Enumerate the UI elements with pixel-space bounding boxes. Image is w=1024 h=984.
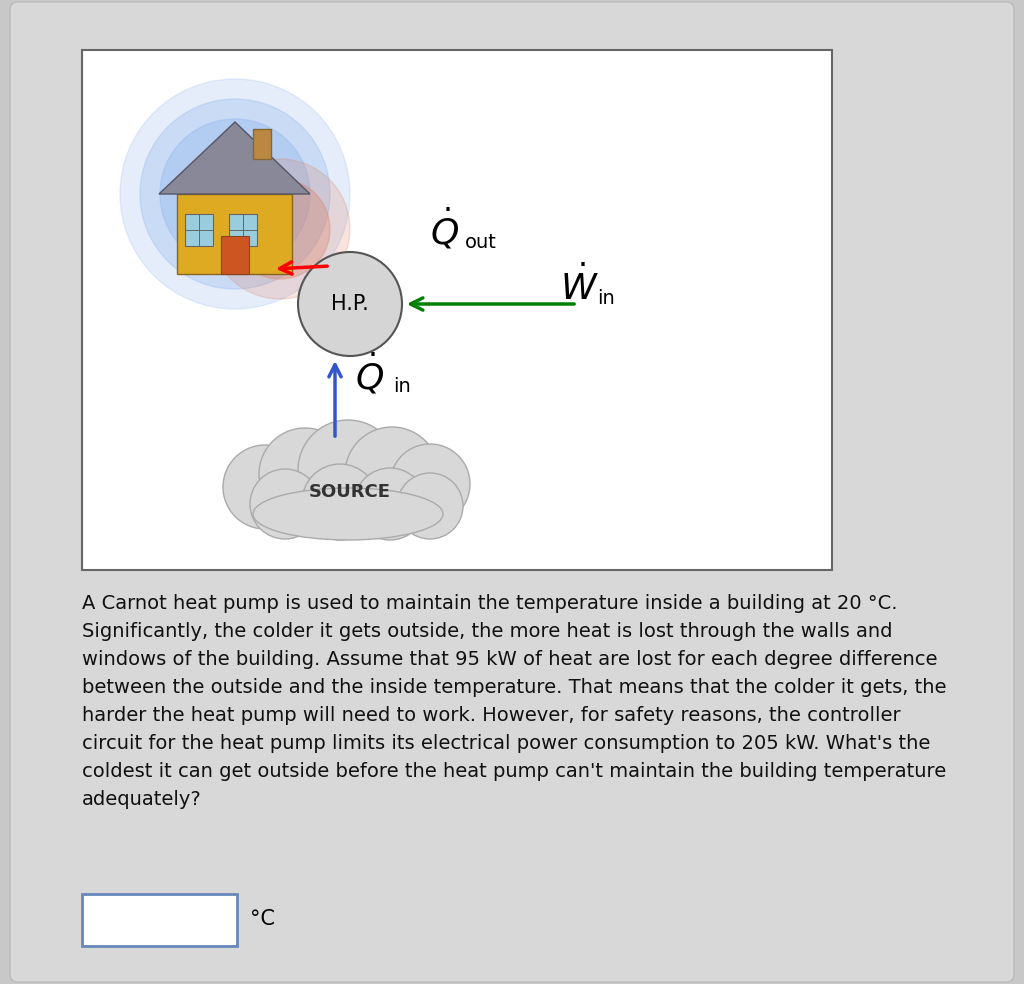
Circle shape: [302, 464, 378, 540]
Circle shape: [140, 99, 330, 289]
Circle shape: [354, 468, 426, 540]
Circle shape: [390, 444, 470, 524]
FancyBboxPatch shape: [177, 194, 292, 274]
Circle shape: [298, 252, 402, 356]
Text: $\dot{Q}$: $\dot{Q}$: [355, 351, 384, 397]
Circle shape: [120, 79, 350, 309]
Ellipse shape: [253, 488, 443, 540]
Text: $\dot{W}$: $\dot{W}$: [560, 266, 599, 307]
Text: H.P.: H.P.: [331, 294, 369, 314]
Circle shape: [160, 119, 310, 269]
FancyBboxPatch shape: [253, 129, 271, 159]
Circle shape: [230, 179, 330, 279]
FancyBboxPatch shape: [185, 214, 213, 246]
Text: out: out: [465, 232, 497, 252]
FancyBboxPatch shape: [221, 236, 249, 274]
Circle shape: [250, 469, 319, 539]
Polygon shape: [159, 122, 310, 194]
Circle shape: [298, 420, 398, 520]
Circle shape: [259, 428, 351, 520]
Text: $\dot{Q}$: $\dot{Q}$: [430, 207, 459, 252]
FancyBboxPatch shape: [10, 2, 1014, 982]
FancyBboxPatch shape: [82, 894, 237, 946]
FancyBboxPatch shape: [229, 214, 257, 246]
FancyBboxPatch shape: [82, 50, 831, 570]
Text: in: in: [597, 289, 614, 309]
Circle shape: [210, 159, 350, 299]
Circle shape: [345, 427, 439, 521]
Text: A Carnot heat pump is used to maintain the temperature inside a building at 20 °: A Carnot heat pump is used to maintain t…: [82, 594, 946, 809]
Text: in: in: [393, 377, 411, 396]
Text: SOURCE: SOURCE: [309, 483, 391, 501]
Circle shape: [223, 445, 307, 529]
Circle shape: [397, 473, 463, 539]
Text: °C: °C: [250, 909, 275, 929]
